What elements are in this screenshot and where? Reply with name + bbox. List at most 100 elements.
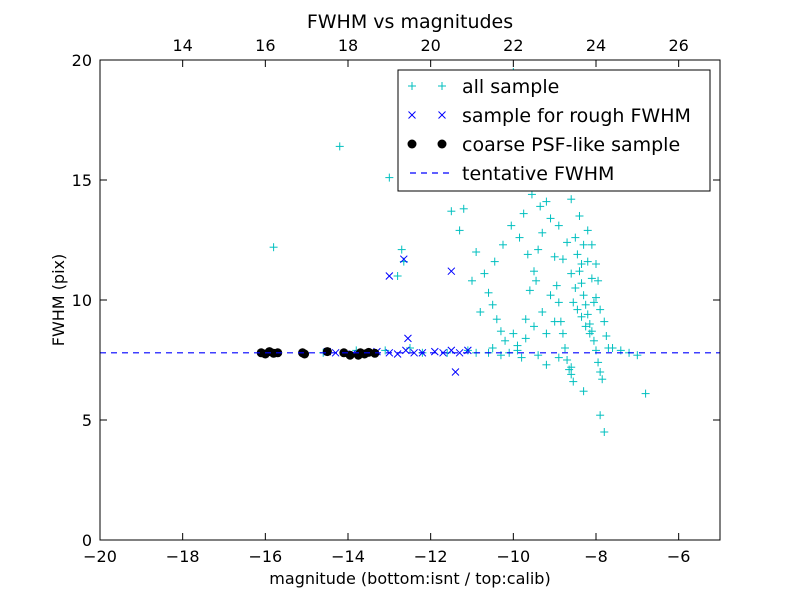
rough-fwhm-point	[393, 350, 402, 358]
sample-point	[488, 344, 497, 352]
sample-point	[641, 389, 650, 398]
sample-point	[496, 327, 505, 336]
y-tick-label: 10	[72, 291, 92, 310]
sample-point	[558, 329, 567, 338]
top-x-tick-label: 22	[503, 36, 523, 55]
sample-point	[532, 276, 541, 285]
x-marker-b	[451, 368, 460, 376]
y-tick-label: 15	[72, 171, 92, 190]
sample-point	[579, 387, 588, 396]
legend-entry: sample for rough FWHM	[408, 105, 691, 127]
x-tick-label: −16	[248, 547, 282, 566]
sample-point	[484, 288, 493, 297]
legend-label: all sample	[462, 76, 559, 98]
sample-point	[501, 336, 510, 345]
sample-point	[480, 269, 489, 278]
sample-point	[269, 243, 278, 252]
x-tick-label: −8	[584, 547, 608, 566]
legend-marker	[408, 111, 416, 119]
sample-point	[577, 312, 586, 321]
x-marker-b	[410, 348, 418, 357]
x-tick-label: −6	[667, 547, 691, 566]
sample-point	[397, 245, 406, 254]
legend-entry: tentative FWHM	[410, 163, 614, 185]
sample-point	[592, 293, 600, 302]
sample-point	[490, 257, 499, 266]
sample-point	[600, 317, 609, 326]
x-marker-b	[404, 334, 412, 343]
axes: −20 −18 −16 −14 −12 −10 −8 −6 0 5 10 15 20 14 16 18 20 22…	[72, 36, 720, 566]
rough-fwhm-point	[447, 267, 456, 276]
top-x-tick-label: 26	[668, 36, 688, 55]
legend-marker	[438, 82, 446, 90]
sample-point	[552, 281, 561, 290]
sample-point	[587, 240, 596, 249]
sample-point	[542, 360, 551, 369]
sample-point	[581, 300, 590, 309]
sample-point	[381, 346, 390, 355]
x-tick-label: −12	[414, 547, 448, 566]
sample-point	[455, 226, 464, 235]
x-marker-b	[447, 346, 456, 355]
sample-point	[406, 344, 414, 352]
sample-point	[488, 300, 497, 309]
sample-point	[534, 351, 543, 360]
sample-point	[579, 291, 588, 300]
series-0	[269, 68, 650, 436]
sample-point	[571, 284, 580, 292]
legend-marker	[407, 139, 417, 149]
sample-point	[550, 252, 559, 261]
sample-point	[575, 212, 584, 220]
sample-point	[492, 315, 501, 324]
rough-fwhm-point	[455, 348, 464, 357]
rough-fwhm-point	[399, 255, 408, 264]
legend-box	[397, 69, 711, 192]
sample-point	[459, 204, 468, 213]
psf-point	[370, 348, 380, 358]
sample-point	[596, 305, 605, 314]
sample-point	[569, 377, 578, 386]
sample-point	[575, 267, 584, 276]
sample-point	[519, 209, 528, 218]
x-marker-b	[438, 111, 446, 119]
sample-point	[517, 353, 526, 362]
sample-point	[542, 329, 551, 338]
x-marker-b	[408, 111, 416, 119]
y-tick-label: 5	[82, 411, 92, 430]
sample-point	[577, 279, 586, 288]
top-x-tick-label: 18	[338, 36, 358, 55]
sample-point	[521, 315, 530, 324]
sample-point	[583, 310, 592, 319]
sample-point	[583, 226, 592, 235]
sample-point	[554, 298, 563, 307]
legend-marker	[437, 139, 447, 149]
sample-point	[585, 320, 594, 328]
sample-point	[554, 353, 563, 362]
x-tick-label: −20	[83, 547, 117, 566]
sample-point	[569, 298, 578, 307]
top-x-tick-label: 24	[586, 36, 606, 55]
psf-point	[300, 349, 310, 359]
sample-point	[468, 276, 476, 285]
sample-point	[534, 245, 543, 254]
x-tick-label: −14	[331, 547, 365, 566]
sample-point	[594, 358, 603, 367]
sample-point	[598, 375, 607, 384]
sample-point	[567, 363, 576, 372]
sample-point	[554, 221, 563, 230]
rough-fwhm-point	[430, 347, 439, 356]
sample-point	[563, 238, 572, 247]
legend: all sample sample for rough FWHM coarse PS…	[397, 69, 711, 192]
rough-fwhm-point	[385, 272, 394, 280]
sample-point	[499, 240, 507, 249]
sample-point	[385, 173, 394, 182]
sample-point	[447, 207, 456, 216]
x-marker-b	[399, 255, 408, 264]
sample-point	[513, 346, 522, 355]
sample-point	[546, 214, 555, 223]
psf-point	[345, 350, 355, 360]
sample-point	[585, 329, 594, 338]
sample-point	[509, 329, 518, 338]
sample-point	[581, 322, 590, 331]
sample-point	[587, 274, 596, 283]
